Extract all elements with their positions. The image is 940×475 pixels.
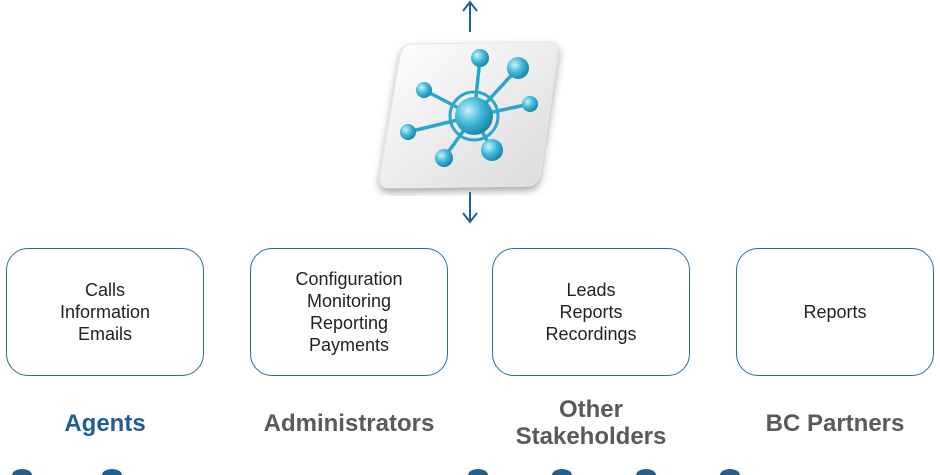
role-label: Other	[558, 396, 623, 423]
card-item: Payments	[308, 335, 390, 355]
network-hub-icon	[379, 41, 559, 189]
arrow-down-icon	[462, 192, 478, 224]
card-item: Recordings	[545, 324, 637, 344]
card-bc-partners: Reports	[736, 248, 934, 376]
arrow-up-icon	[462, 0, 478, 32]
hub-graphic	[372, 36, 568, 196]
card-agents: Calls Information Emails	[6, 248, 204, 376]
card-item: Reports	[803, 302, 867, 322]
role-label: BC Partners	[765, 409, 905, 437]
bottom-decoration	[12, 469, 740, 475]
role-administrators: Administrators	[234, 392, 464, 454]
card-item: Reporting	[309, 313, 389, 333]
role-label: Agents	[64, 409, 146, 437]
card-item: Monitoring	[306, 291, 392, 311]
card-item: Configuration	[295, 269, 403, 289]
card-item: Leads	[566, 280, 616, 300]
card-item: Emails	[77, 324, 132, 344]
card-administrators: Configuration Monitoring Reporting Payme…	[250, 248, 448, 376]
card-other-stakeholders: Leads Reports Recordings	[492, 248, 690, 376]
role-agents: Agents	[0, 392, 220, 454]
card-item: Calls	[84, 280, 125, 300]
role-label: Administrators	[263, 409, 435, 437]
card-item: Reports	[559, 302, 623, 322]
role-label: Stakeholders	[515, 423, 667, 450]
role-other-stakeholders: Other Stakeholders	[476, 392, 706, 454]
card-item: Information	[59, 302, 151, 322]
role-bc-partners: BC Partners	[720, 392, 940, 454]
